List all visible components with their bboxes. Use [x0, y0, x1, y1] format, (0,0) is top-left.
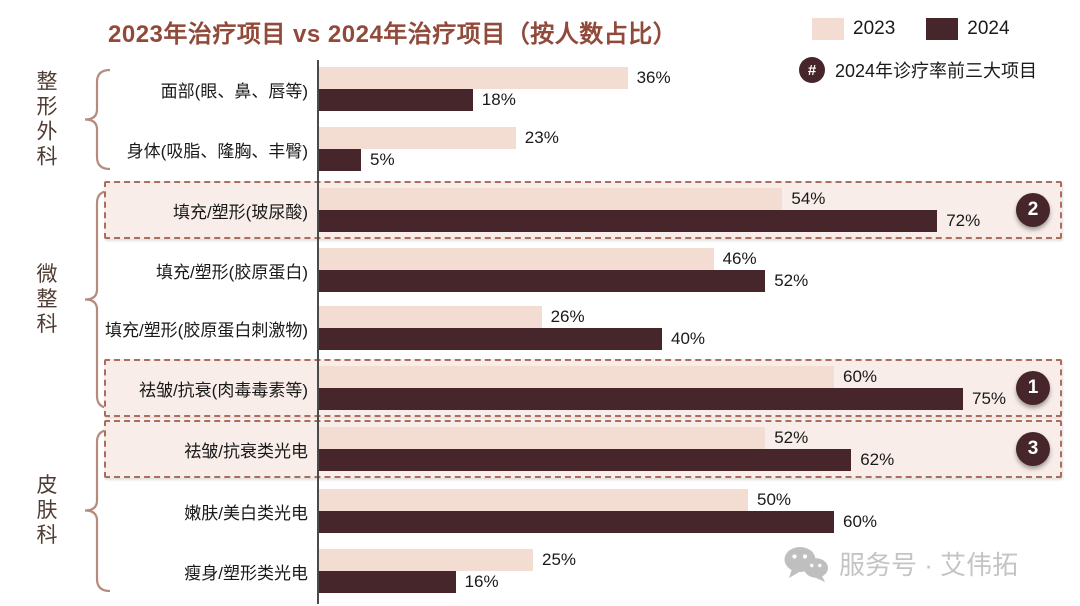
- value-label-2024: 75%: [972, 389, 1007, 408]
- group-label: 微整科: [34, 262, 57, 337]
- value-label-2023: 46%: [722, 249, 757, 268]
- value-label-2023: 25%: [542, 550, 577, 569]
- bar-2023: [318, 549, 533, 571]
- legend-label-2024: 2024: [967, 18, 1010, 39]
- bar-2023: [318, 366, 834, 388]
- row-label: 填充/塑形(胶原蛋白): [155, 262, 308, 282]
- row-label: 填充/塑形(玻尿酸): [172, 202, 308, 222]
- bar-2024: [318, 210, 938, 232]
- value-label-2023: 52%: [774, 428, 809, 447]
- row-label: 填充/塑形(胶原蛋白刺激物): [104, 320, 308, 340]
- value-label-2024: 5%: [370, 150, 395, 169]
- bar-2024: [318, 89, 473, 111]
- bar-2024: [318, 511, 834, 533]
- value-label-2023: 60%: [843, 367, 878, 386]
- bar-2023: [318, 188, 783, 210]
- row-label: 祛皱/抗衰(肉毒毒素等): [138, 380, 308, 400]
- value-label-2024: 18%: [481, 90, 516, 109]
- rank-hash-icon: #: [799, 57, 825, 83]
- value-label-2023: 26%: [550, 307, 585, 326]
- legend: 2023 2024: [812, 18, 1010, 40]
- row-label: 身体(吸脂、隆胸、丰臀): [126, 141, 308, 161]
- bar-2024: [318, 388, 963, 410]
- legend-label-2023: 2023: [853, 18, 896, 39]
- watermark-text: 服务号 · 艾伟拓: [839, 550, 1019, 580]
- bar-2023: [318, 127, 516, 149]
- value-label-2023: 36%: [636, 68, 671, 87]
- rank-badge: 1: [1016, 371, 1050, 405]
- value-label-2024: 60%: [843, 512, 878, 531]
- bar-2023: [318, 306, 542, 328]
- bar-2024: [318, 270, 766, 292]
- bar-2024: [318, 571, 456, 593]
- watermark: 服务号 · 艾伟拓: [783, 545, 1018, 582]
- value-label-2024: 16%: [464, 572, 499, 591]
- bar-2023: [318, 427, 766, 449]
- group-label: 整形外科: [34, 69, 57, 170]
- y-axis-line: [317, 60, 319, 604]
- value-label-2023: 50%: [757, 490, 792, 509]
- bar-2023: [318, 67, 628, 89]
- rank-badge: 3: [1016, 432, 1050, 466]
- bar-2023: [318, 489, 748, 511]
- group-label: 皮肤科: [34, 473, 57, 548]
- chart-title: 2023年治疗项目 vs 2024年治疗项目（按人数占比）: [108, 21, 678, 48]
- row-label: 嫩肤/美白类光电: [184, 503, 308, 523]
- legend-swatch-2023: [812, 18, 844, 40]
- row-label: 祛皱/抗衰类光电: [184, 441, 308, 461]
- bar-2024: [318, 328, 662, 350]
- bar-2023: [318, 248, 714, 270]
- value-label-2023: 23%: [524, 128, 559, 147]
- bar-2024: [318, 149, 361, 171]
- value-label-2024: 72%: [946, 211, 981, 230]
- wechat-icon: [784, 546, 828, 582]
- value-label-2024: 52%: [774, 271, 809, 290]
- legend-swatch-2024: [926, 18, 959, 40]
- top3-note-text: 2024年诊疗率前三大项目: [835, 61, 1038, 81]
- row-label: 面部(眼、鼻、唇等): [160, 81, 308, 101]
- bar-2024: [318, 449, 852, 471]
- top3-note: # 2024年诊疗率前三大项目: [799, 57, 1037, 83]
- rank-badge: 2: [1016, 193, 1050, 227]
- value-label-2024: 62%: [860, 450, 895, 469]
- row-label: 瘦身/塑形类光电: [184, 563, 308, 583]
- value-label-2024: 40%: [671, 329, 706, 348]
- value-label-2023: 54%: [791, 189, 826, 208]
